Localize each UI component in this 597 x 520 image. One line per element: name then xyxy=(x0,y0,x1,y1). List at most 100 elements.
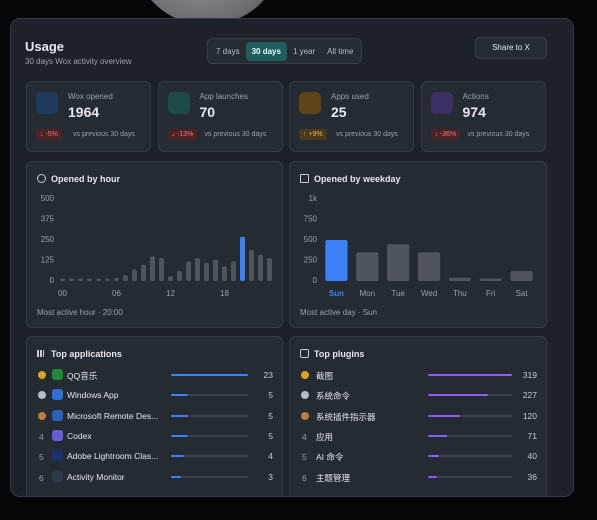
range-tab[interactable]: 30 days xyxy=(245,42,287,61)
stat-note: vs previous 30 days xyxy=(204,131,267,138)
bar xyxy=(204,262,209,281)
change-badge: ↑ +9% xyxy=(299,129,327,140)
item-value: 319 xyxy=(522,370,537,380)
bar xyxy=(150,256,155,281)
bar xyxy=(267,258,272,281)
bar xyxy=(387,244,410,281)
x-tick-label: Tue xyxy=(391,289,405,298)
y-tick-label: 250 xyxy=(41,235,55,244)
app-icon xyxy=(52,470,63,482)
item-value: 23 xyxy=(263,370,273,380)
x-tick-label: Wed xyxy=(421,289,437,298)
y-tick-label: 500 xyxy=(41,194,55,203)
stat-card: Apps used 25 ↑ +9% vs previous 30 days xyxy=(289,81,414,152)
bar xyxy=(258,254,263,281)
list-row: QQ音乐 23 xyxy=(27,369,282,385)
list-row: 6 主题管理 36 xyxy=(290,471,546,487)
app-icon xyxy=(52,409,63,421)
item-name: Microsoft Remote Des... xyxy=(67,410,159,421)
item-name: 截图 xyxy=(316,371,334,381)
bar-fill xyxy=(171,434,188,437)
usage-panel: Usage 30 days Wox activity overview 7 da… xyxy=(10,18,574,497)
item-value: 36 xyxy=(527,471,537,482)
bar-track xyxy=(171,434,248,437)
bar xyxy=(159,258,164,281)
stat-label: App launches xyxy=(199,92,248,101)
item-name: Activity Monitor xyxy=(67,471,125,482)
stat-icon xyxy=(430,92,453,114)
x-tick-label: Mon xyxy=(360,289,376,298)
item-value: 3 xyxy=(268,471,273,482)
item-name: 主题管理 xyxy=(316,472,351,483)
item-value: 40 xyxy=(527,451,537,462)
bar xyxy=(69,278,74,281)
share-button[interactable]: Share to X xyxy=(475,37,547,59)
change-badge: ↓ -13% xyxy=(167,129,198,140)
stat-value: 25 xyxy=(331,104,347,120)
stat-note: vs previous 30 days xyxy=(336,131,398,138)
app-icon xyxy=(52,369,63,380)
y-tick-label: 0 xyxy=(50,276,55,285)
bar xyxy=(325,240,348,281)
list-row: 系统命令 227 xyxy=(290,389,546,405)
clock-icon xyxy=(37,174,46,183)
rank: 4 xyxy=(39,431,44,442)
stat-label: Wox opened xyxy=(68,92,113,101)
bar xyxy=(177,271,182,281)
change-badge: ↓ -5% xyxy=(36,129,62,140)
stat-note: vs previous 30 days xyxy=(467,131,530,138)
title: Usage xyxy=(25,39,65,54)
y-tick-label: 750 xyxy=(304,215,318,224)
bar-fill xyxy=(428,394,488,397)
bar xyxy=(240,236,245,281)
bar-track xyxy=(171,394,248,397)
list-title: Top applications xyxy=(51,349,122,359)
stat-icon xyxy=(167,92,190,114)
y-tick-label: 375 xyxy=(41,215,55,224)
share-label[interactable]: Share to X xyxy=(492,43,530,52)
bar xyxy=(96,278,101,281)
app-icon xyxy=(52,450,63,462)
bar-fill xyxy=(171,455,185,458)
bar xyxy=(141,264,146,281)
bar-fill xyxy=(428,414,460,417)
bar xyxy=(213,259,218,281)
bar-fill xyxy=(428,374,512,376)
item-name: QQ音乐 xyxy=(67,371,98,381)
stat-card: Wox opened 1964 ↓ -5% vs previous 30 days xyxy=(26,81,151,152)
item-value: 227 xyxy=(522,390,537,401)
range-tab[interactable]: All time xyxy=(327,47,354,56)
range-tabs: 7 days 30 days 1 year All time xyxy=(207,38,363,64)
chart-panel: Opened by weekday 0 250 500 750 1k Sun Mon Tue W… xyxy=(289,161,547,328)
rank-icon xyxy=(38,371,46,379)
bar-track xyxy=(428,414,512,417)
bar xyxy=(168,276,173,281)
bar-track xyxy=(428,475,512,478)
list-row: 4 应用 71 xyxy=(290,430,546,446)
item-name: 系统插件指示器 xyxy=(316,411,376,422)
bar xyxy=(78,278,83,281)
item-name: AI 命令 xyxy=(316,452,344,463)
bar-fill xyxy=(171,414,188,417)
list-panel: Top plugins 截图 319 系统命令 227 系统插件指示器 120 4 应用 71 5… xyxy=(289,336,547,496)
stat-label: Actions xyxy=(462,92,489,101)
rank: 5 xyxy=(39,452,44,463)
range-tab[interactable]: 1 year xyxy=(292,47,316,56)
y-tick-label: 500 xyxy=(304,235,318,244)
item-value: 120 xyxy=(522,410,537,421)
bar-track xyxy=(171,475,248,478)
stat-note: vs previous 30 days xyxy=(73,131,135,138)
stat-label: Apps used xyxy=(331,92,369,101)
range-tab[interactable]: 7 days xyxy=(216,47,240,56)
chart-panel: Opened by hour 0 125 250 375 500 00 06 12 18 Mos… xyxy=(26,161,283,328)
list-panel: Top applications QQ音乐 23 Windows App 5 Micro… xyxy=(26,336,283,496)
stat-card: Actions 974 ↓ -36% vs previous 30 days xyxy=(420,81,546,152)
plugin-icon xyxy=(300,349,309,358)
stat-value: 70 xyxy=(199,104,216,120)
item-value: 71 xyxy=(527,430,537,441)
x-tick-label: 06 xyxy=(112,289,121,298)
rank-icon xyxy=(301,391,309,400)
bar xyxy=(105,278,110,281)
y-tick-label: 125 xyxy=(41,256,55,265)
bar-fill xyxy=(171,374,248,376)
